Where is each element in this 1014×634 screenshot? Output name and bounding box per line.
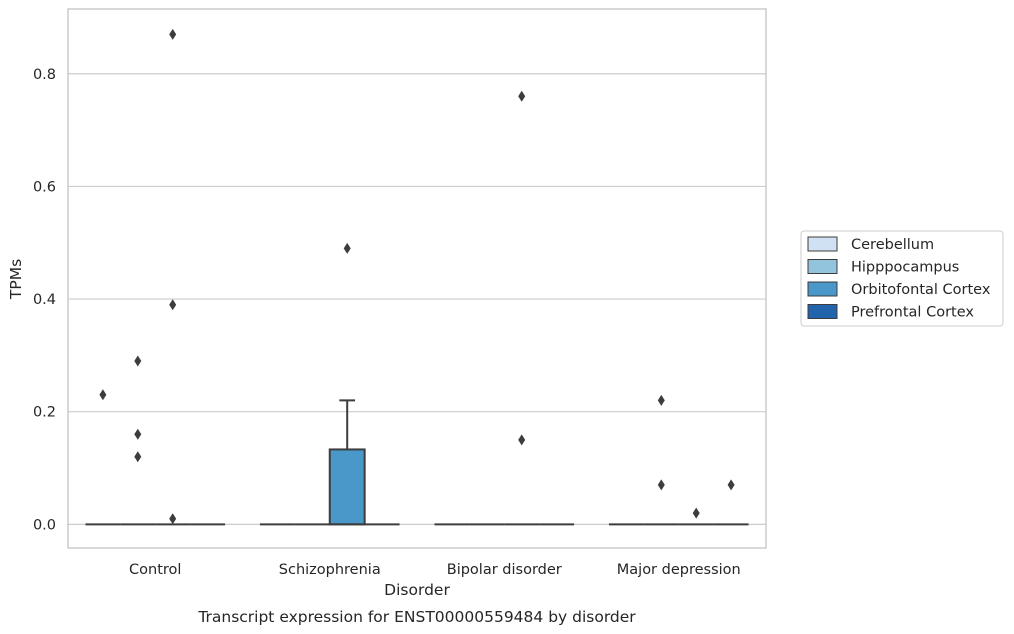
outlier-point bbox=[134, 355, 142, 367]
box-group bbox=[434, 90, 575, 526]
y-tick-label: 0.0 bbox=[33, 517, 56, 533]
chart-caption: Transcript expression for ENST0000055948… bbox=[197, 608, 636, 626]
outlier-point bbox=[657, 479, 665, 491]
outlier-point bbox=[99, 389, 107, 401]
box bbox=[328, 448, 366, 526]
outlier-point bbox=[169, 28, 177, 40]
y-tick-label: 0.4 bbox=[33, 292, 56, 308]
y-tick-label: 0.2 bbox=[33, 405, 56, 421]
y-tick-labels: 0.0 0.2 0.4 0.6 0.8 bbox=[33, 67, 56, 534]
x-tick-label: Schizophrenia bbox=[279, 562, 381, 578]
box-group bbox=[259, 242, 400, 526]
outlier-point bbox=[518, 90, 526, 102]
box-group bbox=[608, 394, 749, 526]
outlier-point bbox=[727, 479, 735, 491]
y-axis-label: TPMs bbox=[7, 259, 25, 300]
legend-label: Prefrontal Cortex bbox=[851, 305, 974, 321]
box-marks bbox=[85, 28, 749, 526]
plot-frame bbox=[67, 8, 767, 549]
outlier-point bbox=[657, 394, 665, 406]
x-tick-labels: Control Schizophrenia Bipolar disorder Majo… bbox=[129, 562, 741, 578]
x-axis-label: Disorder bbox=[384, 581, 450, 599]
outlier-point bbox=[343, 242, 351, 254]
legend-label: Orbitofontal Cortex bbox=[851, 282, 991, 298]
box-group bbox=[85, 28, 226, 526]
legend-label: Cerebellum bbox=[851, 237, 934, 253]
legend: Cerebellum Hipppocampus Orbitofontal Corte… bbox=[800, 230, 1004, 327]
outlier-point bbox=[692, 507, 700, 519]
outlier-point bbox=[169, 299, 177, 311]
x-tick-label: Bipolar disorder bbox=[447, 562, 562, 578]
legend-label: Hipppocampus bbox=[851, 260, 959, 276]
outlier-point bbox=[134, 428, 142, 440]
x-tick-label: Control bbox=[129, 562, 181, 578]
legend-frame bbox=[800, 230, 1004, 327]
outlier-point bbox=[134, 451, 142, 463]
y-tick-label: 0.8 bbox=[33, 67, 56, 83]
legend-swatch bbox=[807, 236, 838, 252]
legend-swatch bbox=[807, 259, 838, 274]
legend-swatch bbox=[807, 281, 838, 297]
x-tick-label: Major depression bbox=[617, 562, 741, 578]
y-tick-label: 0.6 bbox=[33, 179, 56, 195]
outlier-point bbox=[169, 513, 177, 525]
legend-swatch bbox=[807, 304, 838, 319]
grid-lines bbox=[68, 73, 766, 525]
outlier-point bbox=[518, 434, 526, 446]
